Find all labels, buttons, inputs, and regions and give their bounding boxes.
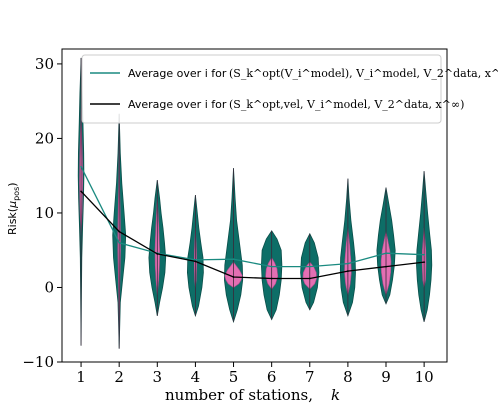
series-1-point: [194, 259, 197, 261]
series-2-point: [80, 190, 82, 193]
series-2-point: [270, 277, 273, 280]
y-tick-label: −10: [22, 353, 54, 371]
x-tick-label: 7: [305, 368, 315, 386]
legend-series-1-formula: (S_k^opt(V_i^model), V_i^model, V_2^data…: [229, 67, 498, 80]
y-axis-label-mu: μ: [6, 201, 19, 209]
x-tick-label: 5: [229, 368, 239, 386]
plot-frame: [61, 48, 448, 363]
x-tick-label: 8: [343, 368, 353, 386]
series-1-point: [118, 241, 121, 244]
series-1-point: [346, 262, 349, 265]
series-lines: [80, 165, 426, 280]
series-2-point: [385, 265, 387, 268]
legend-series-2-label: Average over i for: [128, 98, 227, 111]
series-2-point: [156, 253, 159, 255]
violins-inner: [79, 108, 427, 340]
x-axis-label: number of stations,: [165, 386, 313, 404]
series-2-point: [118, 230, 121, 233]
series-1-point: [385, 252, 387, 255]
y-tick-label: 20: [35, 129, 54, 147]
x-tick-label: 3: [153, 368, 163, 386]
series-1-point: [423, 253, 426, 256]
y-tick-label: 10: [35, 204, 54, 222]
series-1-point: [308, 265, 311, 268]
y-tick-label: 30: [35, 55, 54, 73]
series-2-line: [80, 190, 425, 280]
series-2-point: [423, 261, 426, 264]
legend: Average over i for (S_k^opt(V_i^model), …: [81, 54, 498, 124]
legend-box: [81, 54, 442, 124]
y-tick-label: 0: [44, 278, 54, 296]
legend-series-1-label: Average over i for: [128, 67, 227, 80]
y-axis-label-close: ): [6, 182, 19, 186]
series-1-line: [80, 166, 425, 268]
series-2-point: [308, 277, 311, 280]
x-tick-label: 1: [76, 368, 86, 386]
x-tick-label: 6: [267, 368, 277, 386]
x-tick-label: 10: [415, 368, 434, 386]
series-2-point: [346, 270, 349, 272]
series-2-point: [232, 276, 235, 278]
svg-text:Risk(μpos): Risk(μpos): [6, 182, 21, 235]
axis-ticks: 1 2 3 4 5 6 7 8 9 10 −10 0 10 20 30: [22, 55, 433, 386]
series-1-point: [270, 265, 273, 268]
series-1-point: [80, 165, 82, 168]
y-axis-label: Risk(μpos): [6, 182, 21, 235]
series-2-point: [194, 260, 197, 263]
legend-series-2-formula: (S_k^opt,vel, V_i^model, V_2^data, x^∞): [229, 98, 464, 111]
y-axis-label-text: Risk(: [6, 208, 19, 235]
series-1-point: [232, 258, 235, 261]
y-axis-label-sub: pos: [12, 187, 21, 201]
x-tick-label: 9: [381, 368, 391, 386]
x-axis-variable: k: [331, 386, 340, 404]
x-tick-label: 4: [191, 368, 201, 386]
x-tick-label: 2: [114, 368, 124, 386]
